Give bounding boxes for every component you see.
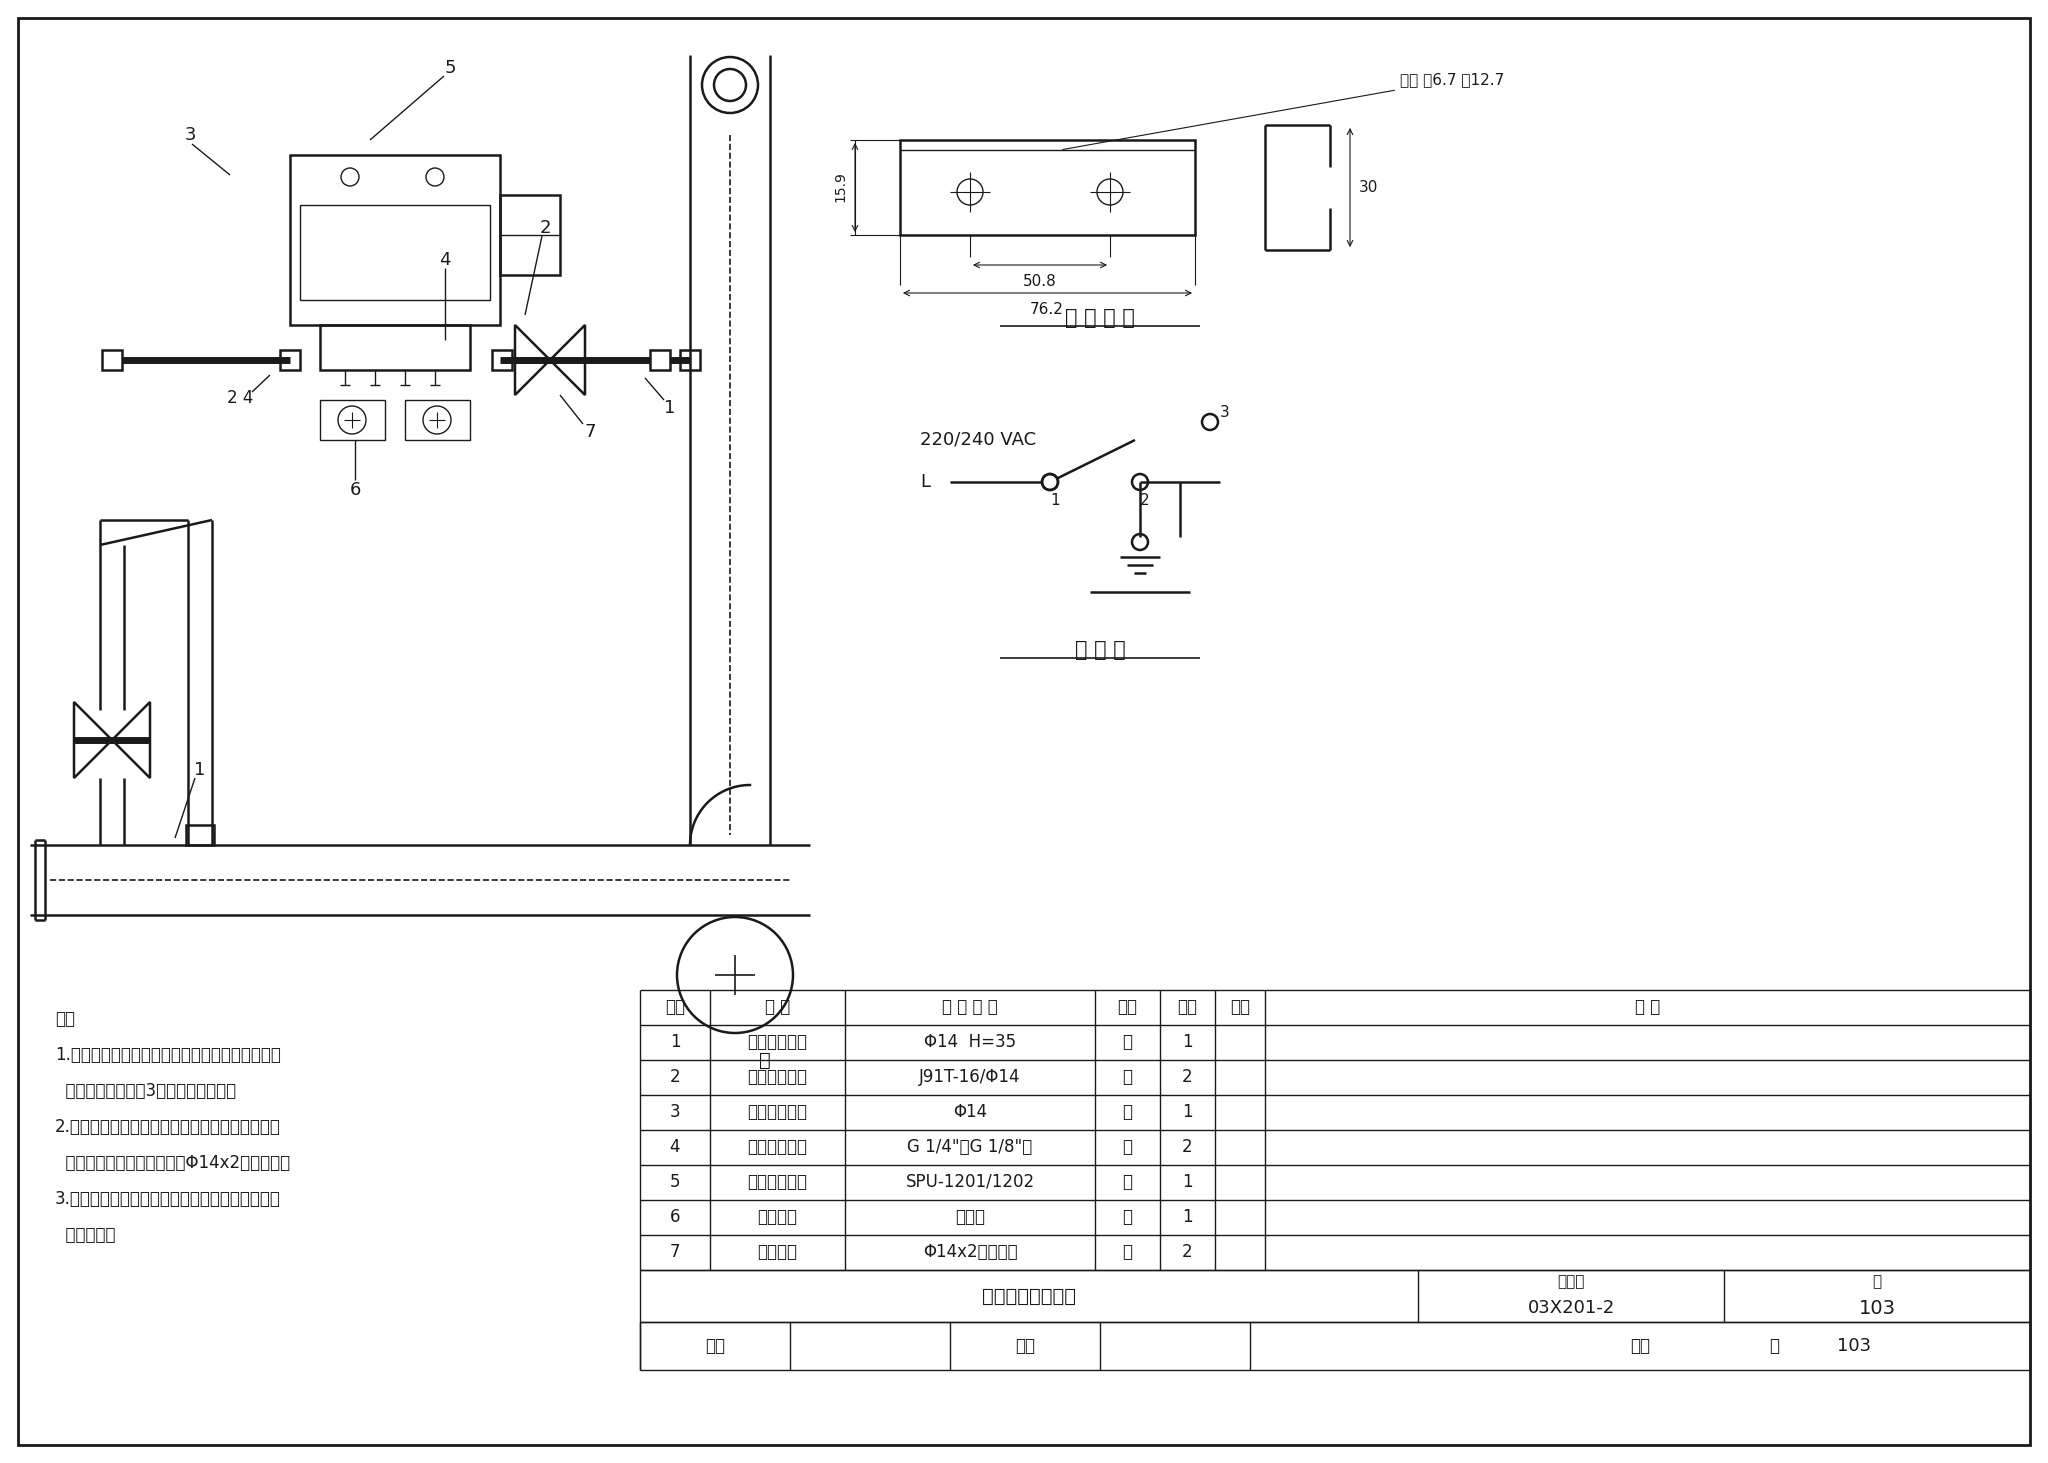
Text: 6: 6 [670,1208,680,1226]
Text: 单位: 单位 [1118,998,1137,1015]
Text: 3: 3 [1221,404,1231,420]
Text: 接 线 图: 接 线 图 [1075,639,1124,660]
Text: 103: 103 [1860,1299,1896,1318]
Text: SPU-1201/1202: SPU-1201/1202 [905,1173,1034,1191]
Text: 4: 4 [670,1138,680,1156]
Bar [281,350,299,370]
Text: 二孔 厘6.7 长12.7: 二孔 厘6.7 长12.7 [1063,73,1503,149]
Text: L: L [920,473,930,492]
Text: 配套件: 配套件 [954,1208,985,1226]
Text: 个: 个 [1122,1033,1133,1050]
Text: 1: 1 [1182,1173,1192,1191]
Text: 通用压力开关: 通用压力开关 [748,1173,807,1191]
Bar [186,825,213,846]
Text: Φ14: Φ14 [952,1103,987,1121]
Text: 数量: 数量 [1178,998,1198,1015]
Text: 7: 7 [584,423,596,440]
Text: 泵: 泵 [760,1050,770,1069]
Bar [299,205,489,300]
Bar [500,195,559,275]
Text: 2: 2 [670,1068,680,1086]
Text: 直通终端接头: 直通终端接头 [748,1138,807,1156]
Text: 弯通中间接头: 弯通中间接头 [748,1103,807,1121]
Text: 安装支架: 安装支架 [758,1208,797,1226]
Bar [102,350,123,370]
Text: 1: 1 [1182,1033,1192,1050]
Text: G 1/4"（G 1/8"）: G 1/4"（G 1/8"） [907,1138,1032,1156]
Text: 4: 4 [438,252,451,269]
Text: 的支架上。: 的支架上。 [55,1226,115,1244]
Text: 3: 3 [670,1103,680,1121]
Text: 审核: 审核 [705,1337,725,1355]
Text: 03X201-2: 03X201-2 [1528,1299,1616,1317]
Bar [406,399,469,440]
Text: 1: 1 [1051,493,1059,508]
Circle shape [1042,474,1059,490]
Text: 名 称: 名 称 [764,998,791,1015]
Bar [492,350,512,370]
Text: 2: 2 [1182,1068,1192,1086]
Text: 套: 套 [1122,1173,1133,1191]
Text: 7: 7 [670,1244,680,1261]
Text: 5: 5 [670,1173,680,1191]
Text: 个: 个 [1122,1068,1133,1086]
Text: 1: 1 [664,399,676,417]
Text: 1: 1 [1182,1103,1192,1121]
Text: 1: 1 [195,761,205,778]
Bar [680,350,700,370]
Text: 5: 5 [444,59,457,78]
Text: 个: 个 [1122,1138,1133,1156]
Text: 校对: 校对 [1016,1337,1034,1355]
Text: 型 号 规 格: 型 号 规 格 [942,998,997,1015]
Text: 1.焊接终端接头安装在工艺管道直线段上，离阀门: 1.焊接终端接头安装在工艺管道直线段上，离阀门 [55,1046,281,1064]
Text: 页: 页 [1872,1274,1882,1289]
Text: 1: 1 [670,1033,680,1050]
Text: 220/240 VAC: 220/240 VAC [920,430,1036,448]
Text: 2: 2 [1182,1138,1192,1156]
Text: 2 4: 2 4 [227,389,254,407]
Text: 连接钓管: 连接钓管 [758,1244,797,1261]
Text: 图集号: 图集号 [1559,1274,1585,1289]
Text: 2.除与工艺管道焊接和与传感器螺纹连接外，全部: 2.除与工艺管道焊接和与传感器螺纹连接外，全部 [55,1118,281,1135]
Text: 页: 页 [1769,1337,1780,1355]
Text: J91T-16/Φ14: J91T-16/Φ14 [920,1068,1020,1086]
Text: 个: 个 [1122,1208,1133,1226]
Text: 页次: 页次 [1231,998,1249,1015]
Text: 焊接终端接头: 焊接终端接头 [748,1033,807,1050]
Bar [319,399,385,440]
Text: 卡套式截止阀: 卡套式截止阀 [748,1068,807,1086]
Text: 和弯头距离不小于3倍工艺管道直径。: 和弯头距离不小于3倍工艺管道直径。 [55,1083,236,1100]
Text: 根: 根 [1122,1244,1133,1261]
Bar [899,140,1194,236]
Text: 个: 个 [1122,1103,1133,1121]
Text: 设计: 设计 [1630,1337,1651,1355]
Text: 6: 6 [350,481,360,499]
Text: 备 注: 备 注 [1634,998,1661,1015]
Text: 通用压力开关安装: 通用压力开关安装 [983,1286,1075,1305]
Text: Φ14x2无缝钓管: Φ14x2无缝钓管 [924,1244,1018,1261]
Text: 30: 30 [1358,180,1378,195]
Text: 注：: 注： [55,1009,76,1028]
Text: 1: 1 [1182,1208,1192,1226]
Text: 3: 3 [184,126,197,143]
Text: 76.2: 76.2 [1030,301,1065,316]
Bar [319,325,469,370]
Text: 103: 103 [1837,1337,1872,1355]
Text: 2: 2 [539,219,551,237]
Text: 安 装 支 架: 安 装 支 架 [1065,309,1135,328]
Text: 序号: 序号 [666,998,684,1015]
Text: 15.9: 15.9 [834,171,848,202]
Text: Φ14  H=35: Φ14 H=35 [924,1033,1016,1050]
Text: 2: 2 [1182,1244,1192,1261]
Text: 50.8: 50.8 [1024,274,1057,288]
Text: 采用卡套连接，连接钓管用Φ14x2无缝钓管。: 采用卡套连接，连接钓管用Φ14x2无缝钓管。 [55,1154,291,1172]
Text: 2: 2 [1141,493,1149,508]
Bar [649,350,670,370]
Bar [291,155,500,325]
Text: 3.连接钓管必须用支架固定，传感器安装在无振动: 3.连接钓管必须用支架固定，传感器安装在无振动 [55,1189,281,1208]
